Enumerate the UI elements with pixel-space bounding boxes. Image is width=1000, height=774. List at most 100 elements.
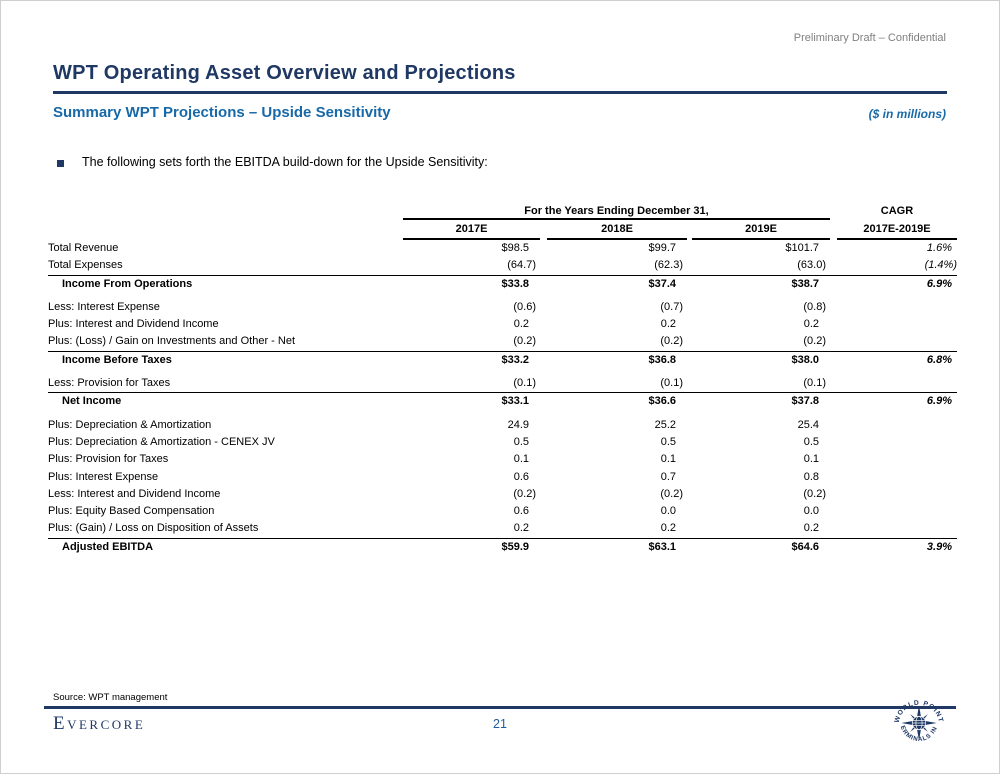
table-cell-value (837, 299, 957, 316)
table-cell-value: $33.8 (501, 277, 529, 290)
table-cell-value: $98.5 (501, 242, 529, 254)
table-cell-value: 0.8 (803, 470, 819, 483)
table-cell-value (837, 417, 957, 434)
table-row: Plus: Depreciation & Amortization - CENE… (48, 434, 957, 451)
table-cell-label: Plus: Depreciation & Amortization (48, 418, 212, 431)
table-cell-label: Less: Provision for Taxes (48, 377, 171, 390)
table-cell-value: 0.2 (513, 318, 529, 331)
table-cell-value: (0.2) (513, 335, 536, 348)
table-cell-value: $59.9 (501, 540, 529, 553)
table-row: Plus: Equity Based Compensation 0.6 0.0 0.0 (48, 503, 957, 520)
table-cell-value: (0.1) (660, 377, 683, 390)
table-body: Total Revenue $98.5 $99.7 $101.7 1.6% Total E… (48, 240, 957, 555)
table-cell-value: $37.4 (648, 277, 676, 290)
table-cell-value: $33.2 (501, 353, 529, 366)
footer-divider (44, 706, 956, 709)
table-cell-value: 6.9% (926, 277, 952, 290)
table-cell-label: Total Revenue (48, 242, 119, 254)
table-row: Plus: Interest and Dividend Income 0.2 0.2… (48, 316, 957, 333)
table-cell-label: Income From Operations (62, 277, 193, 290)
table-row: Adjusted EBITDA $59.9 $63.1 $64.6 3.9% (48, 537, 957, 555)
table-cell-value: 0.2 (803, 318, 819, 331)
table-cell-value: $64.6 (791, 540, 819, 553)
table-cell-value: 0.2 (660, 318, 676, 331)
section-subtitle: Summary WPT Projections – Upside Sensiti… (53, 104, 391, 121)
table-cell-label: Income Before Taxes (62, 353, 172, 366)
table-cell-label: Plus: Depreciation & Amortization - CENE… (48, 435, 275, 448)
table-cell-label: Less: Interest Expense (48, 300, 160, 313)
table-cell-label: Plus: Interest Expense (48, 470, 159, 483)
table-cell-label: Plus: Equity Based Compensation (48, 505, 215, 518)
table-cell-value: (0.2) (803, 335, 826, 348)
table-cell-value: (0.1) (513, 377, 536, 390)
table-cell-value: $36.6 (648, 395, 676, 408)
units-note: ($ in millions) (868, 107, 946, 121)
table-cell-value: 0.5 (803, 435, 819, 448)
table-cell-value: 0.1 (513, 453, 529, 466)
table-cell-value: (0.2) (513, 487, 536, 500)
table-cell-value (837, 316, 957, 333)
table-cell-value: 25.4 (797, 418, 819, 431)
table-row: Plus: Provision for Taxes 0.1 0.1 0.1 (48, 451, 957, 468)
table-cell-value (837, 451, 957, 468)
table-cell-value: (1.4%) (924, 259, 957, 272)
table-row: Total Expenses (64.7) (62.3) (63.0) (1.4%) (48, 257, 957, 274)
table-cell-label: Less: Interest and Dividend Income (48, 487, 221, 500)
table-header-row-1: For the Years Ending December 31, CAGR (48, 203, 957, 220)
table-row: Plus: (Gain) / Loss on Disposition of As… (48, 520, 957, 537)
table-cell-label: Plus: Interest and Dividend Income (48, 318, 219, 331)
table-cell-value (837, 503, 957, 520)
table-cell-label: Adjusted EBITDA (62, 540, 154, 553)
table-row: Total Revenue $98.5 $99.7 $101.7 1.6% (48, 240, 957, 257)
table-cell-value: $38.7 (791, 277, 819, 290)
header-spacer (48, 220, 403, 240)
table-cell-value (837, 375, 957, 392)
table-cell-value: (62.3) (654, 259, 683, 272)
table-cell-label: Plus: (Gain) / Loss on Disposition of As… (48, 522, 259, 535)
table-cell-value: $37.8 (791, 395, 819, 408)
table-cell-value: (0.2) (660, 487, 683, 500)
bullet-square-icon (57, 160, 64, 167)
table-cell-label: Plus: (Loss) / Gain on Investments and O… (48, 335, 295, 348)
table-cell-value: 3.9% (926, 540, 952, 553)
table-cell-value: 25.2 (654, 418, 676, 431)
cagr-header: CAGR (880, 205, 914, 217)
table-cell-value: $38.0 (791, 353, 819, 366)
table-cell-value: (63.0) (797, 259, 826, 272)
table-cell-value: $63.1 (648, 540, 676, 553)
table-cell-value: $36.8 (648, 353, 676, 366)
column-header-2017e: 2017E (403, 220, 540, 240)
table-cell-value: 0.2 (803, 522, 819, 535)
source-note: Source: WPT management (53, 692, 168, 703)
table-row: Less: Provision for Taxes (0.1) (0.1) (0.1) (48, 375, 957, 392)
table-cell-value: 6.9% (926, 395, 952, 408)
table-cell-value: 0.5 (513, 435, 529, 448)
years-span-header: For the Years Ending December 31, (403, 203, 830, 220)
header-spacer (48, 203, 403, 220)
table-cell-value: 0.2 (513, 522, 529, 535)
table-cell-value: 0.5 (660, 435, 676, 448)
table-row: Income From Operations $33.8 $37.4 $38.7 6.9… (48, 274, 957, 292)
table-header-row-2: 2017E 2018E 2019E 2017E-2019E (48, 220, 957, 240)
table-cell-value: 0.1 (660, 453, 676, 466)
column-header-2018e: 2018E (547, 220, 687, 240)
bullet-text: The following sets forth the EBITDA buil… (82, 155, 488, 169)
cagr-subheader: 2017E-2019E (837, 220, 957, 240)
page-number: 21 (493, 717, 507, 731)
table-row: Plus: (Loss) / Gain on Investments and O… (48, 333, 957, 350)
table-cell-value (837, 486, 957, 503)
page-title: WPT Operating Asset Overview and Project… (53, 62, 516, 84)
title-divider (53, 91, 947, 94)
column-header-2019e: 2019E (692, 220, 830, 240)
table-cell-value: 0.1 (803, 453, 819, 466)
table-cell-value: 0.6 (513, 470, 529, 483)
table-cell-value: 1.6% (926, 242, 952, 254)
confidentiality-note: Preliminary Draft – Confidential (793, 32, 946, 44)
table-cell-value: (0.8) (803, 300, 826, 313)
table-cell-value (837, 434, 957, 451)
table-cell-value (837, 520, 957, 537)
table-cell-value: (0.2) (803, 487, 826, 500)
